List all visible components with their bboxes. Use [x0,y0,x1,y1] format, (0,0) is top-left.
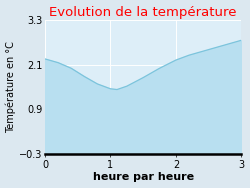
Y-axis label: Température en °C: Température en °C [6,41,16,133]
X-axis label: heure par heure: heure par heure [92,172,194,182]
Title: Evolution de la température: Evolution de la température [50,6,237,19]
